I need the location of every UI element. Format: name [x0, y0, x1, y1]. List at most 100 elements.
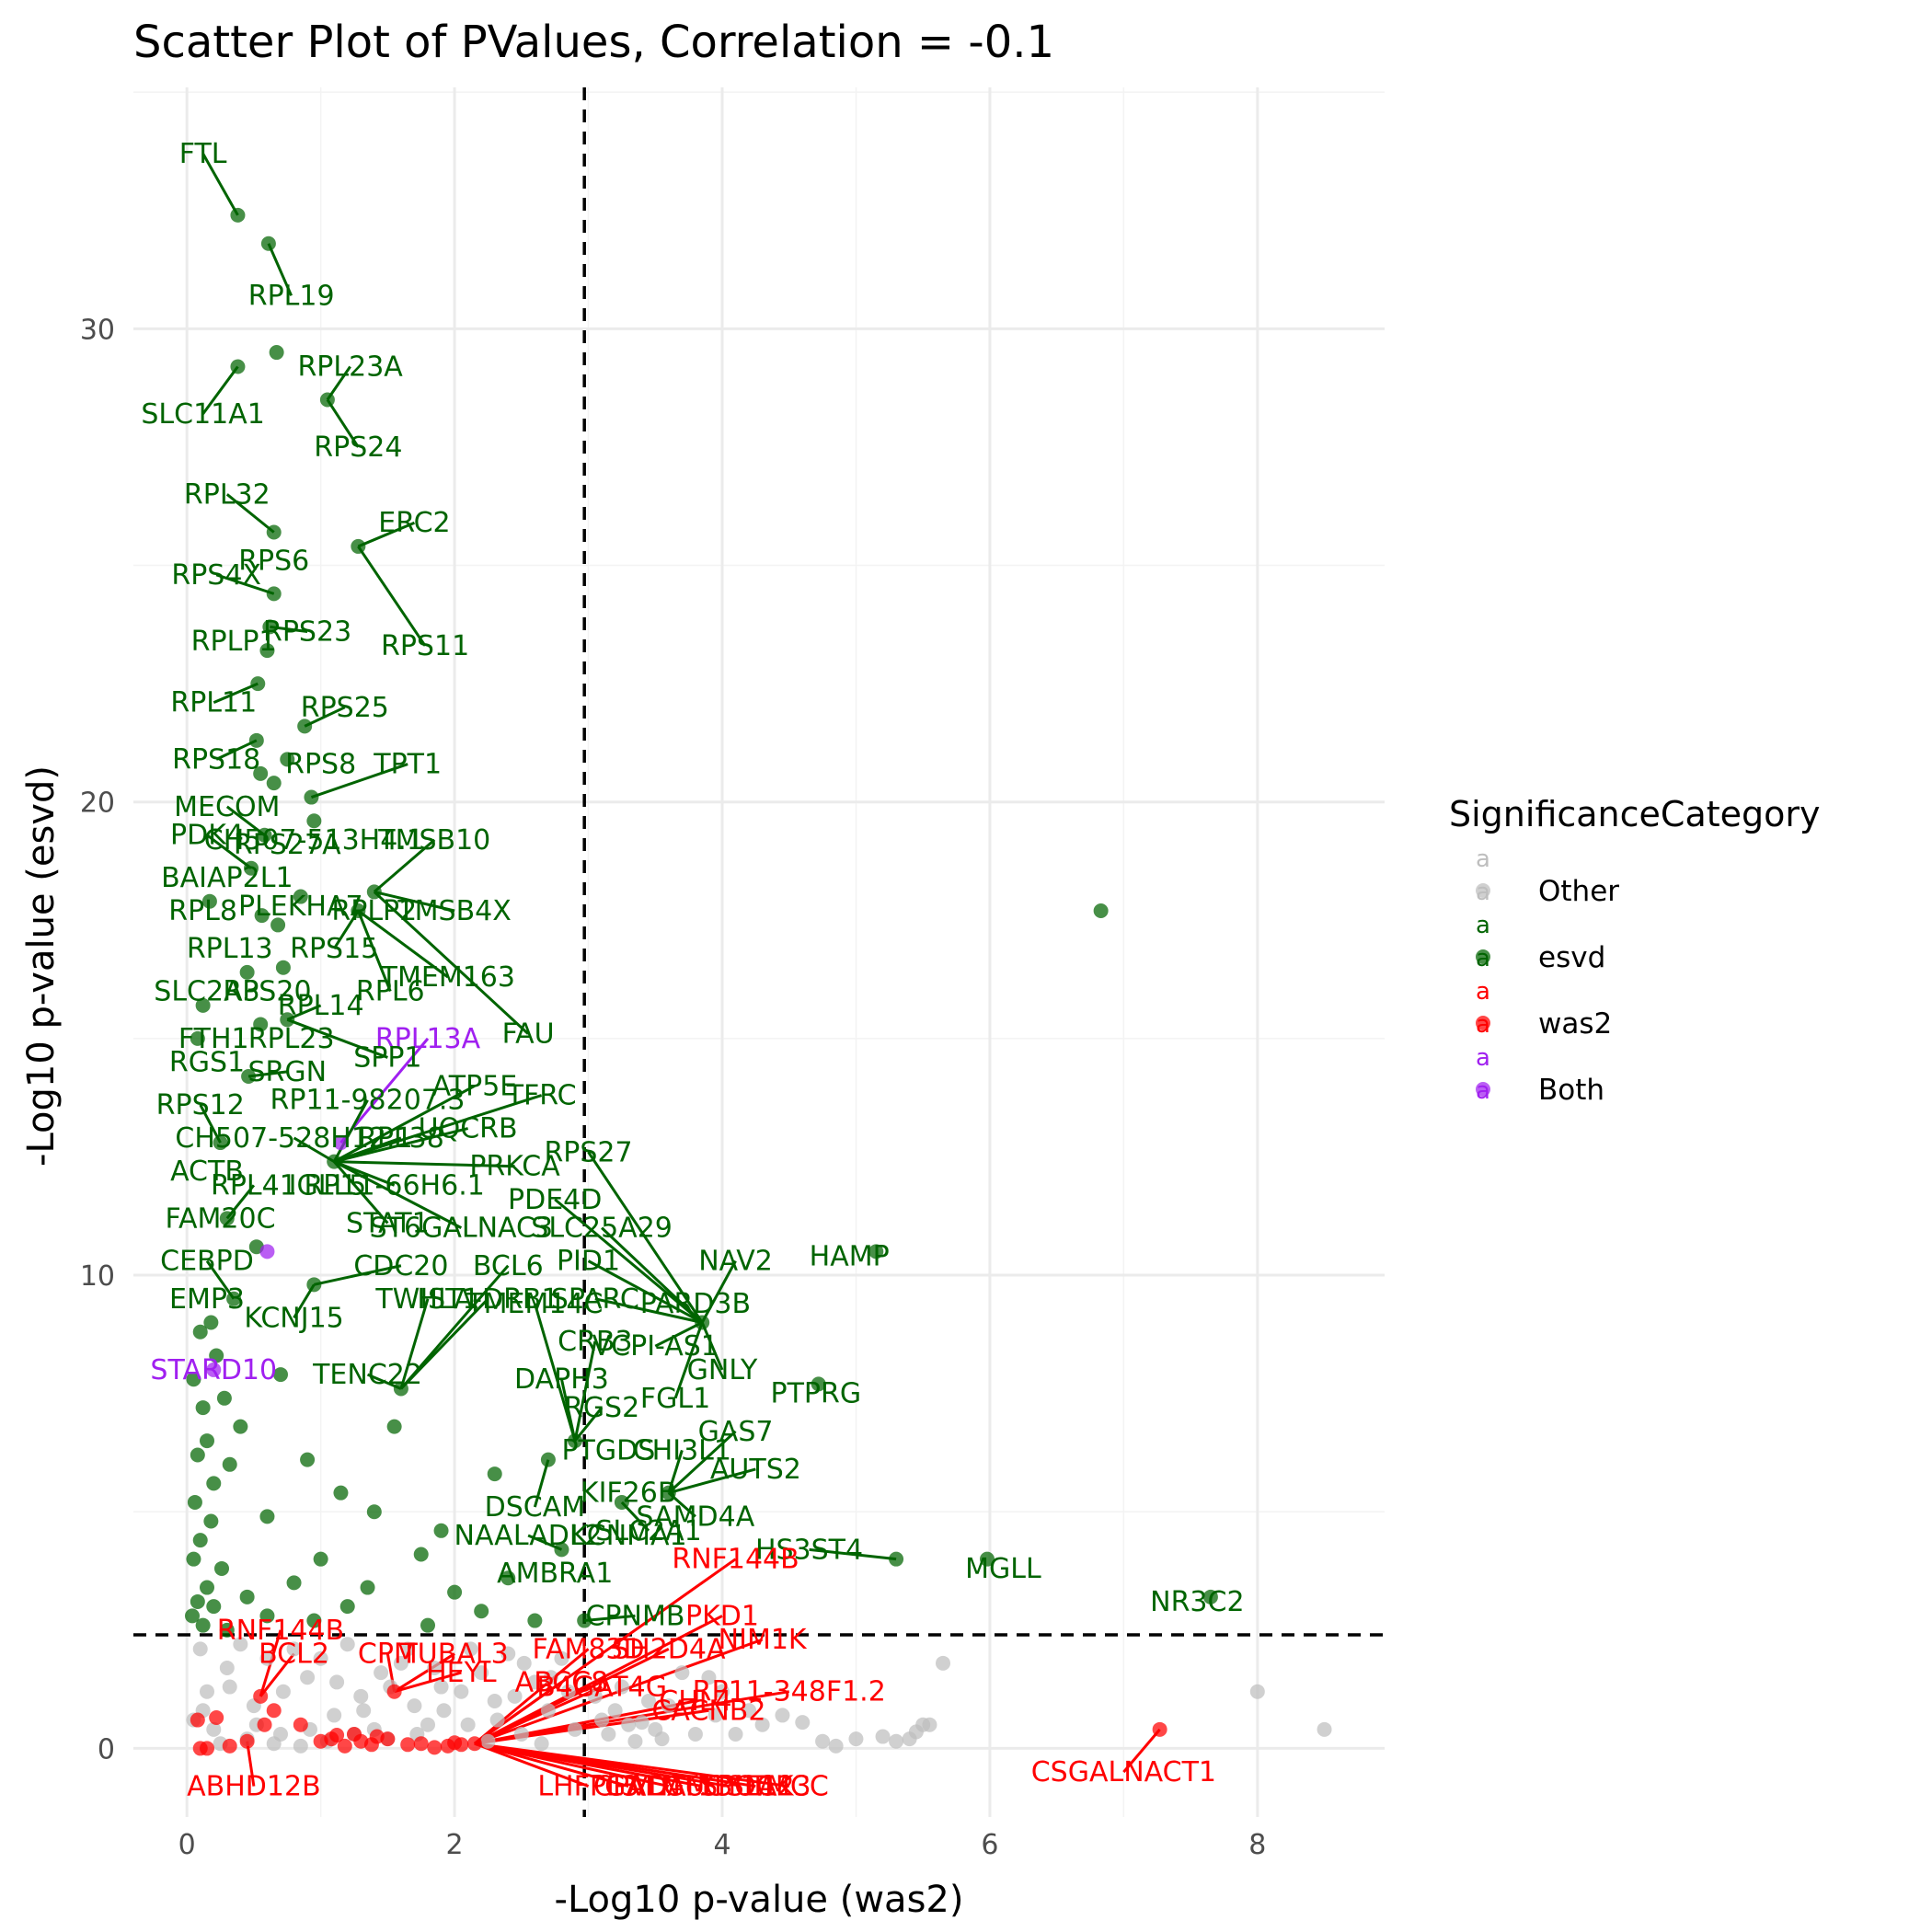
leader-line: [587, 1151, 704, 1324]
gene-label: RPS4X: [171, 559, 261, 592]
point-was2: [257, 1717, 272, 1732]
point-esvd: [226, 1291, 242, 1306]
point-was2: [239, 1733, 255, 1749]
legend-key-was2: [1476, 1016, 1490, 1030]
gene-label: FTL: [179, 138, 227, 170]
point-other: [1317, 1721, 1332, 1737]
point-other: [641, 1693, 656, 1708]
leader-line: [559, 1378, 577, 1442]
gene-label: NAALADL2: [454, 1520, 603, 1552]
leader-line: [1122, 1728, 1161, 1774]
gene-label: PID1: [557, 1246, 620, 1278]
leader-line: [213, 682, 259, 705]
chart-title: Scatter Plot of PValues, Correlation = -…: [133, 17, 1054, 68]
leader-line: [333, 1160, 389, 1225]
gene-label: CHI3L1: [633, 1434, 731, 1466]
gene-label: SH2D4A: [612, 1633, 726, 1665]
legend-key-letter: a: [1476, 978, 1490, 1006]
leader-line: [667, 1449, 684, 1494]
leader-line: [373, 891, 530, 1035]
gene-label: LHFPL3: [537, 1771, 638, 1803]
gene-label: PRKCA: [469, 1151, 560, 1183]
gene-label: RPL23: [248, 1023, 335, 1055]
point-other: [728, 1726, 743, 1742]
threshold-lines: [133, 87, 1385, 1817]
point-esvd: [413, 1547, 429, 1562]
gene-label: IGLL5: [289, 1169, 367, 1202]
leader-line: [700, 1321, 724, 1371]
gene-label: FAM83D: [532, 1633, 644, 1665]
point-esvd: [195, 997, 211, 1013]
point-was2: [337, 1738, 352, 1754]
point-other: [427, 1660, 443, 1675]
leader-line: [333, 1084, 476, 1163]
point-esvd: [366, 1504, 382, 1520]
point-esvd: [253, 1017, 269, 1032]
gene-label: RGS2: [564, 1392, 639, 1424]
point-esvd: [351, 538, 366, 554]
point-other: [587, 1688, 603, 1704]
point-esvd: [253, 765, 269, 781]
point-esvd: [266, 776, 282, 791]
point-esvd: [239, 964, 255, 980]
point-other: [454, 1684, 469, 1699]
leader-line: [225, 493, 275, 534]
leader-line: [809, 1547, 897, 1561]
point-esvd: [980, 1551, 995, 1567]
gene-label: RNF144B: [672, 1544, 799, 1576]
gene-label: RPS8: [285, 749, 356, 781]
point-other: [233, 1637, 248, 1652]
gene-label: NAV2: [698, 1246, 773, 1278]
point-esvd: [190, 1593, 205, 1609]
point-esvd: [293, 889, 308, 904]
point-other: [601, 1726, 616, 1742]
point-other: [222, 1679, 237, 1695]
point-esvd: [275, 960, 291, 975]
gene-label: RPS6: [238, 545, 309, 577]
gene-label: ADAMTSL1: [627, 1771, 777, 1803]
point-was2: [293, 1717, 308, 1732]
gene-label: CPM: [358, 1639, 418, 1671]
point-esvd: [190, 1447, 205, 1463]
point-esvd: [230, 359, 246, 374]
leader-line: [374, 890, 455, 913]
gene-label: TMSB4X: [397, 895, 511, 927]
leader-line: [205, 1259, 236, 1300]
point-other: [621, 1717, 637, 1732]
point-esvd: [269, 345, 284, 361]
gene-label: CSGALNACT1: [1031, 1756, 1216, 1788]
gene-label: TMEM163: [380, 961, 515, 994]
gene-label: EMP3: [169, 1283, 245, 1316]
point-other: [487, 1693, 502, 1708]
leader-line: [700, 1259, 737, 1324]
gene-label: SLC2A3: [154, 975, 259, 1007]
gene-label: RPL23A: [297, 351, 403, 383]
gene-label: KCNMA1: [570, 1520, 687, 1552]
point-esvd: [187, 1494, 202, 1510]
point-esvd: [889, 1551, 904, 1567]
leader-line: [533, 1303, 577, 1442]
leader-line: [654, 1321, 703, 1348]
point-was2: [386, 1684, 402, 1699]
point-other: [715, 1684, 730, 1699]
leader-line: [304, 706, 346, 728]
data-points: [185, 207, 1332, 1756]
leader-line: [474, 1742, 590, 1788]
point-esvd: [209, 1348, 224, 1363]
gene-label: GNLY: [687, 1354, 758, 1386]
gene-label: STARD10: [150, 1354, 277, 1386]
gene-label: KCNJ15: [244, 1302, 343, 1334]
axis-ticks: 0 2 4 6 8 0 10 20 30: [80, 314, 1267, 1861]
point-esvd: [1202, 1589, 1218, 1604]
point-other: [568, 1721, 582, 1737]
point-other: [540, 1703, 556, 1719]
point-other: [500, 1646, 516, 1662]
point-other: [266, 1736, 282, 1752]
gene-labels: FTLRPL19RPL23ASLC11A1RPS24RPL32ERC2RPS6R…: [141, 138, 1244, 1803]
leader-line: [393, 1652, 455, 1693]
gene-label: RPS25: [301, 692, 389, 724]
leader-line: [554, 1198, 704, 1324]
point-other: [480, 1733, 496, 1749]
legend-label-both: Both: [1538, 1074, 1604, 1107]
